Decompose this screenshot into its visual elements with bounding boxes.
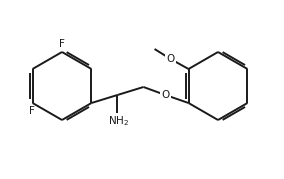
Text: F: F (59, 39, 65, 49)
Text: O: O (166, 54, 175, 64)
Text: NH$_2$: NH$_2$ (108, 114, 129, 128)
Text: O: O (161, 90, 170, 100)
Text: F: F (29, 106, 34, 116)
